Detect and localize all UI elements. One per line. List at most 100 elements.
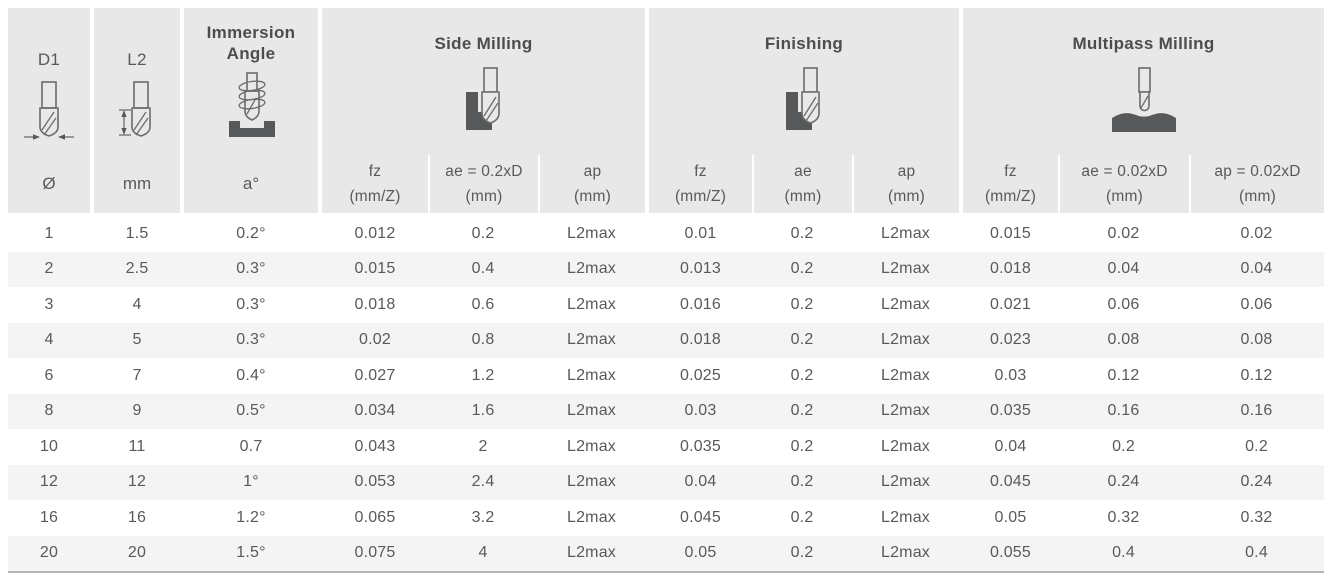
table-cell: L2max: [566, 402, 617, 420]
table-cell: 0.027: [354, 366, 396, 384]
table-cell: 2: [44, 260, 54, 278]
table-cell: L2max: [566, 366, 617, 384]
table-cell: 2: [478, 437, 488, 455]
table-cell: 0.04: [684, 473, 717, 491]
table-cell: 0.02: [359, 331, 391, 349]
table-cell: 0.035: [679, 437, 722, 455]
table-cell: 0.2: [790, 508, 814, 526]
table-cell: 0.3°: [236, 331, 266, 349]
table-cell: L2max: [880, 402, 931, 420]
table-cell: 0.01: [684, 224, 717, 242]
table-cell: 0.04: [1107, 260, 1140, 278]
header-col-immersion-angle: Immersion Angle a°: [184, 8, 318, 213]
col-label: Immersion Angle: [206, 23, 296, 64]
table-cell: 4: [478, 544, 488, 562]
table-cell: 16: [39, 508, 59, 526]
table-cell: 0.016: [679, 295, 722, 313]
table-body: 1 1.5 0.2° 0.012 0.2 L2max 0.01 0.2 L2max 0.015 0.…: [8, 216, 1324, 571]
table-cell: L2max: [880, 331, 931, 349]
table-cell: 0.4: [1112, 544, 1135, 562]
subheader-ap: ap (mm): [538, 155, 645, 213]
table-cell: 0.015: [989, 224, 1032, 242]
table-cell: 0.2: [790, 224, 814, 242]
col-label: L2: [127, 50, 147, 69]
table-cell: 0.02: [1240, 224, 1273, 242]
table-cell: 0.2: [790, 544, 814, 562]
table-cell: 10: [39, 437, 59, 455]
subheader-fz: fz (mm/Z): [349, 163, 401, 205]
table-cell: 0.02: [1107, 224, 1140, 242]
table-cell: 0.4°: [236, 366, 266, 384]
table-cell: 0.32: [1240, 508, 1273, 526]
table-cell: 0.32: [1107, 508, 1140, 526]
table-cell: 0.053: [354, 473, 396, 491]
table-cell: 0.04: [994, 437, 1027, 455]
table-row: 8 9 0.5° 0.034 1.6 L2max 0.03 0.2 L2max 0.035 0.16…: [8, 393, 1324, 429]
table-cell: 0.24: [1240, 473, 1273, 491]
table-cell: L2max: [566, 544, 617, 562]
table-cell: 0.2: [790, 260, 814, 278]
table-cell: L2max: [566, 295, 617, 313]
subheader-row: fz (mm/Z) ae = 0.2xD (mm) ap (mm): [322, 155, 645, 213]
table-cell: 8: [44, 402, 54, 420]
table-cell: 0.12: [1240, 366, 1273, 384]
endmill-length-icon: [119, 81, 151, 137]
table-cell: 0.2°: [236, 224, 266, 242]
endmill-diameter-icon: [24, 81, 74, 140]
header-group-side-milling: Side Milling fz (mm/Z) ae = 0.2xD (mm): [322, 8, 645, 213]
table-cell: 7: [132, 366, 142, 384]
table-cell: 2.5: [125, 260, 149, 278]
table-cell: 2.4: [471, 473, 495, 491]
subheader-row: fz (mm/Z) ae (mm) ap (mm): [649, 155, 959, 213]
table-cell: 0.08: [1107, 331, 1140, 349]
table-cell: 0.055: [989, 544, 1032, 562]
table-cell: 20: [39, 544, 59, 562]
subheader-fz: fz (mm/Z): [674, 163, 727, 205]
table-cell: 4: [132, 295, 142, 313]
table-cell: 0.075: [354, 544, 396, 562]
table-cell: 0.24: [1107, 473, 1140, 491]
table-row: 12 12 1° 0.053 2.4 L2max 0.04 0.2 L2max 0.045 0.24…: [8, 464, 1324, 500]
subheader-ae: ae (mm): [752, 155, 852, 213]
table-cell: 3.2: [471, 508, 495, 526]
table-cell: 12: [39, 473, 59, 491]
table-row: 20 20 1.5° 0.075 4 L2max 0.05 0.2 L2max 0.055 0.4 0…: [8, 535, 1324, 571]
table-cell: 0.5°: [236, 402, 266, 420]
multipass-milling-icon: [1111, 67, 1176, 132]
table-row: 3 4 0.3° 0.018 0.6 L2max 0.016 0.2 L2max 0.021 0.0…: [8, 287, 1324, 323]
table-cell: 20: [127, 544, 147, 562]
table-cell: 0.16: [1240, 402, 1273, 420]
table-row: 4 5 0.3° 0.02 0.8 L2max 0.018 0.2 L2max 0.023 0.08…: [8, 322, 1324, 358]
table-cell: 0.045: [989, 473, 1032, 491]
table-cell: 0.2: [790, 473, 814, 491]
table-cell: 0.7: [239, 437, 263, 455]
table-cell: L2max: [880, 437, 931, 455]
table-row: 10 11 0.7 0.043 2 L2max 0.035 0.2 L2max 0.04 0.2 0.…: [8, 429, 1324, 465]
table-cell: 4: [44, 331, 54, 349]
table-cell: 0.4: [471, 260, 495, 278]
table-cell: 1.5: [125, 224, 149, 242]
table-cell: 3: [44, 295, 54, 313]
table-cell: 0.2: [790, 437, 814, 455]
table-cell: 1°: [243, 473, 259, 491]
table-cell: 0.06: [1240, 295, 1273, 313]
table-cell: 16: [127, 508, 147, 526]
table-cell: 0.2: [790, 366, 814, 384]
table-cell: 0.05: [994, 508, 1027, 526]
table-cell: 0.034: [354, 402, 396, 420]
table-cell: 0.2: [790, 402, 814, 420]
table-cell: 12: [127, 473, 147, 491]
side-milling-icon: [465, 67, 500, 130]
table-cell: 1.5°: [236, 544, 266, 562]
table-cell: 0.3°: [236, 260, 266, 278]
table-cell: 1.6: [471, 402, 495, 420]
col-unit: mm: [122, 174, 152, 193]
subheader-ae: ae = 0.02xD (mm): [1058, 155, 1189, 213]
group-title: Multipass Milling: [1072, 34, 1215, 53]
table-cell: 11: [128, 437, 146, 455]
col-unit: a°: [242, 174, 260, 193]
table-cell: 0.2: [1112, 437, 1135, 455]
table-cell: 9: [132, 402, 142, 420]
subheader-ap: ap = 0.02xD (mm): [1189, 155, 1324, 213]
